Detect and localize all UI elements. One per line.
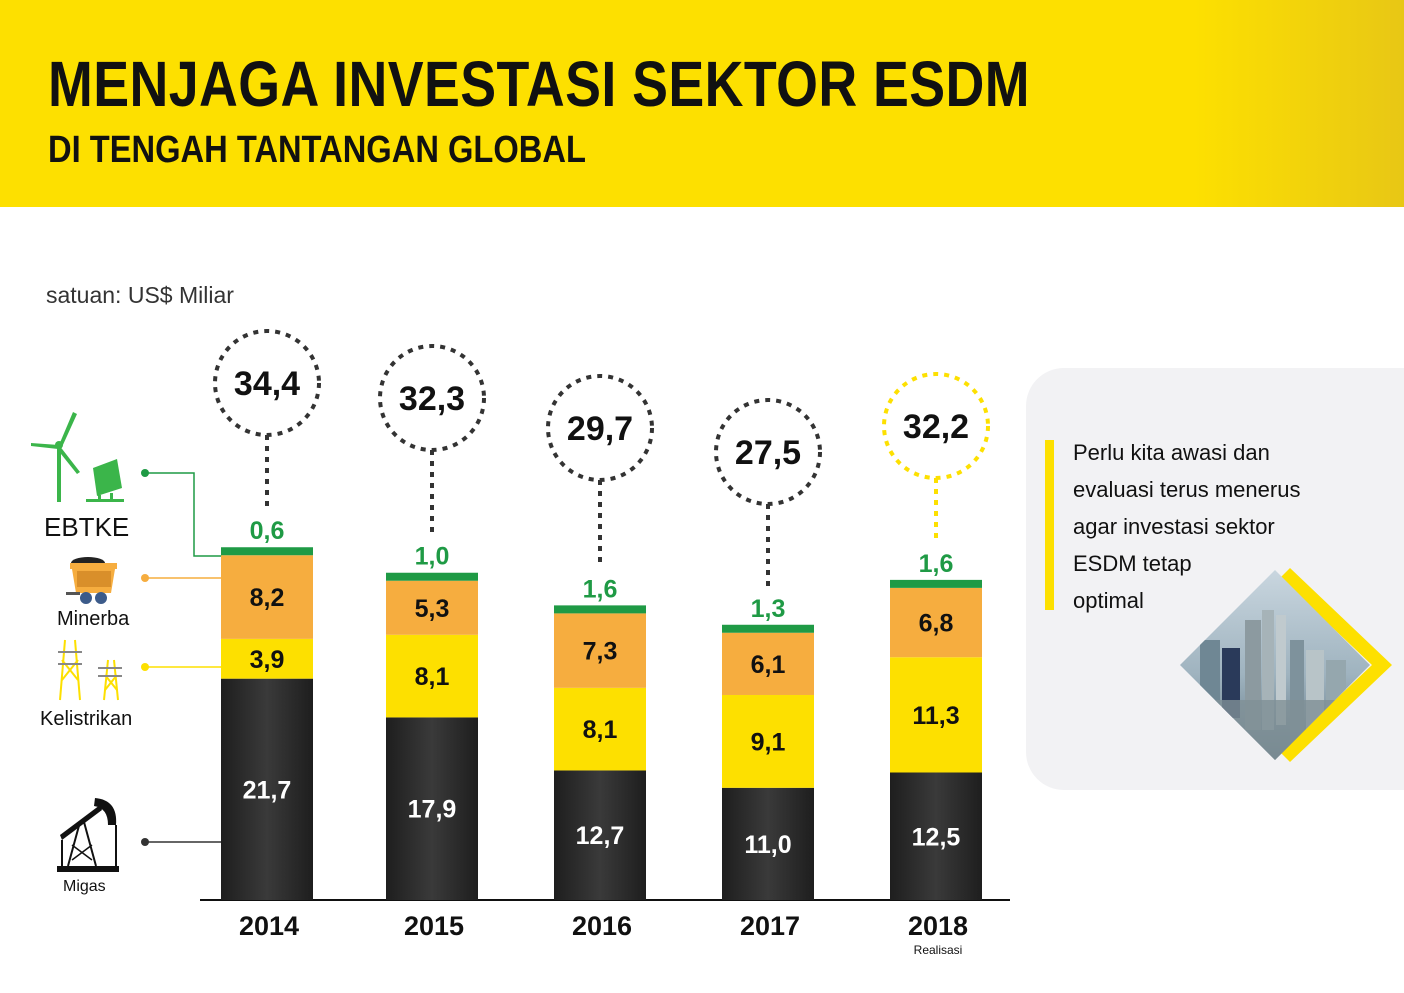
legend-migas-label: Migas [63,878,106,895]
power-line-crossbar-icon [58,651,122,677]
data-label-ebtke: 1,3 [751,595,786,623]
data-label-kelistrikan: 8,1 [415,663,450,691]
legend-connector-minerba [141,574,222,582]
bar-segment-minerba [890,587,982,658]
page-title: MENJAGA INVESTASI SEKTOR ESDM [48,48,1030,120]
data-label-minerba: 6,1 [751,651,786,679]
bar-segment-migas [890,772,982,900]
bar-segment-minerba [722,632,814,695]
legend-kelistrikan-label: Kelistrikan [40,708,133,730]
total-label: 27,5 [735,434,801,472]
data-label-migas: 21,7 [243,776,292,804]
bar-group-2018: 12,5 11,3 6,8 1,6 32,2 2018 Realisasi [882,372,990,957]
data-label-migas: 17,9 [408,796,457,824]
coal-cart-icon [66,557,117,604]
info-line: ESDM tetap [1073,551,1192,576]
oil-pumpjack-icon [57,798,119,872]
bar-segment-migas [221,678,313,900]
info-text: Perlu kita awasi dan evaluasi terus mene… [1073,434,1353,619]
data-label-kelistrikan: 11,3 [912,702,959,730]
bar-segment-minerba [554,613,646,688]
bar-segment-migas [554,770,646,900]
x-tick-label: 2017 [740,911,800,941]
bar-group-2015: 17,9 8,1 5,3 1,0 32,3 2015 [378,344,486,941]
header-banner: MENJAGA INVESTASI SEKTOR ESDM DI TENGAH … [0,0,1404,207]
info-accent-bar [1045,440,1054,610]
data-label-migas: 11,0 [744,831,791,859]
data-label-migas: 12,7 [576,822,625,850]
data-label-minerba: 6,8 [919,610,954,638]
total-label: 32,2 [903,408,969,446]
info-line: evaluasi terus menerus [1073,477,1301,502]
bar-segment-kelistrikan [554,687,646,771]
info-line: optimal [1073,588,1144,613]
bar-group-2014: 21,7 3,9 8,2 0,6 34,4 2014 [213,329,321,941]
legend-minerba-label: Minerba [57,608,130,630]
data-label-ebtke: 0,6 [250,517,285,545]
bar-group-2016: 12,7 8,1 7,3 1,6 29,7 2016 [546,374,654,941]
bar-segment-kelistrikan [386,634,478,718]
data-label-ebtke: 1,0 [415,543,450,571]
bar-segment-minerba [386,580,478,635]
total-label: 29,7 [567,410,633,448]
unit-label: satuan: US$ Miliar [46,282,234,308]
legend-connector-kelistrikan [141,663,222,671]
data-label-minerba: 5,3 [415,595,450,623]
bar-group-2017: 11,0 9,1 6,1 1,3 27,5 2017 [714,398,822,941]
data-label-minerba: 8,2 [250,584,285,612]
info-panel [1026,368,1404,790]
bar-segment-ebtke [890,579,982,588]
wind-turbine-icon [31,412,80,502]
page-subtitle: DI TENGAH TANTANGAN GLOBAL [48,129,586,171]
x-tick-note: Realisasi [914,943,963,957]
legend-connector-ebtke [141,469,222,557]
city-skyline-image [1180,570,1370,760]
data-label-kelistrikan: 3,9 [250,646,285,674]
data-label-kelistrikan: 8,1 [583,716,618,744]
bar-segment-kelistrikan [722,694,814,788]
legend-connector-migas [141,838,222,846]
x-tick-label: 2018 [908,911,968,941]
legend-ebtke-label: EBTKE [44,512,130,542]
solar-panel-icon [86,459,124,502]
bar-segment-ebtke [554,605,646,614]
total-label: 34,4 [234,365,300,403]
data-label-minerba: 7,3 [583,638,618,666]
bar-segment-ebtke [722,624,814,633]
info-line: agar investasi sektor [1073,514,1275,539]
data-label-kelistrikan: 9,1 [751,728,786,756]
total-label: 32,3 [399,380,465,418]
bar-segment-kelistrikan [890,657,982,773]
x-tick-label: 2015 [404,911,464,941]
bar-segment-ebtke [386,572,478,581]
x-tick-label: 2016 [572,911,632,941]
data-label-ebtke: 1,6 [583,575,618,603]
x-tick-label: 2014 [239,911,299,941]
bar-segment-migas [722,787,814,900]
info-line: Perlu kita awasi dan [1073,440,1270,465]
data-label-migas: 12,5 [912,823,961,851]
bar-segment-kelistrikan [221,638,313,679]
bar-segment-migas [386,717,478,900]
data-label-ebtke: 1,6 [919,550,954,578]
bar-segment-ebtke [221,547,313,556]
bar-segment-minerba [221,555,313,639]
